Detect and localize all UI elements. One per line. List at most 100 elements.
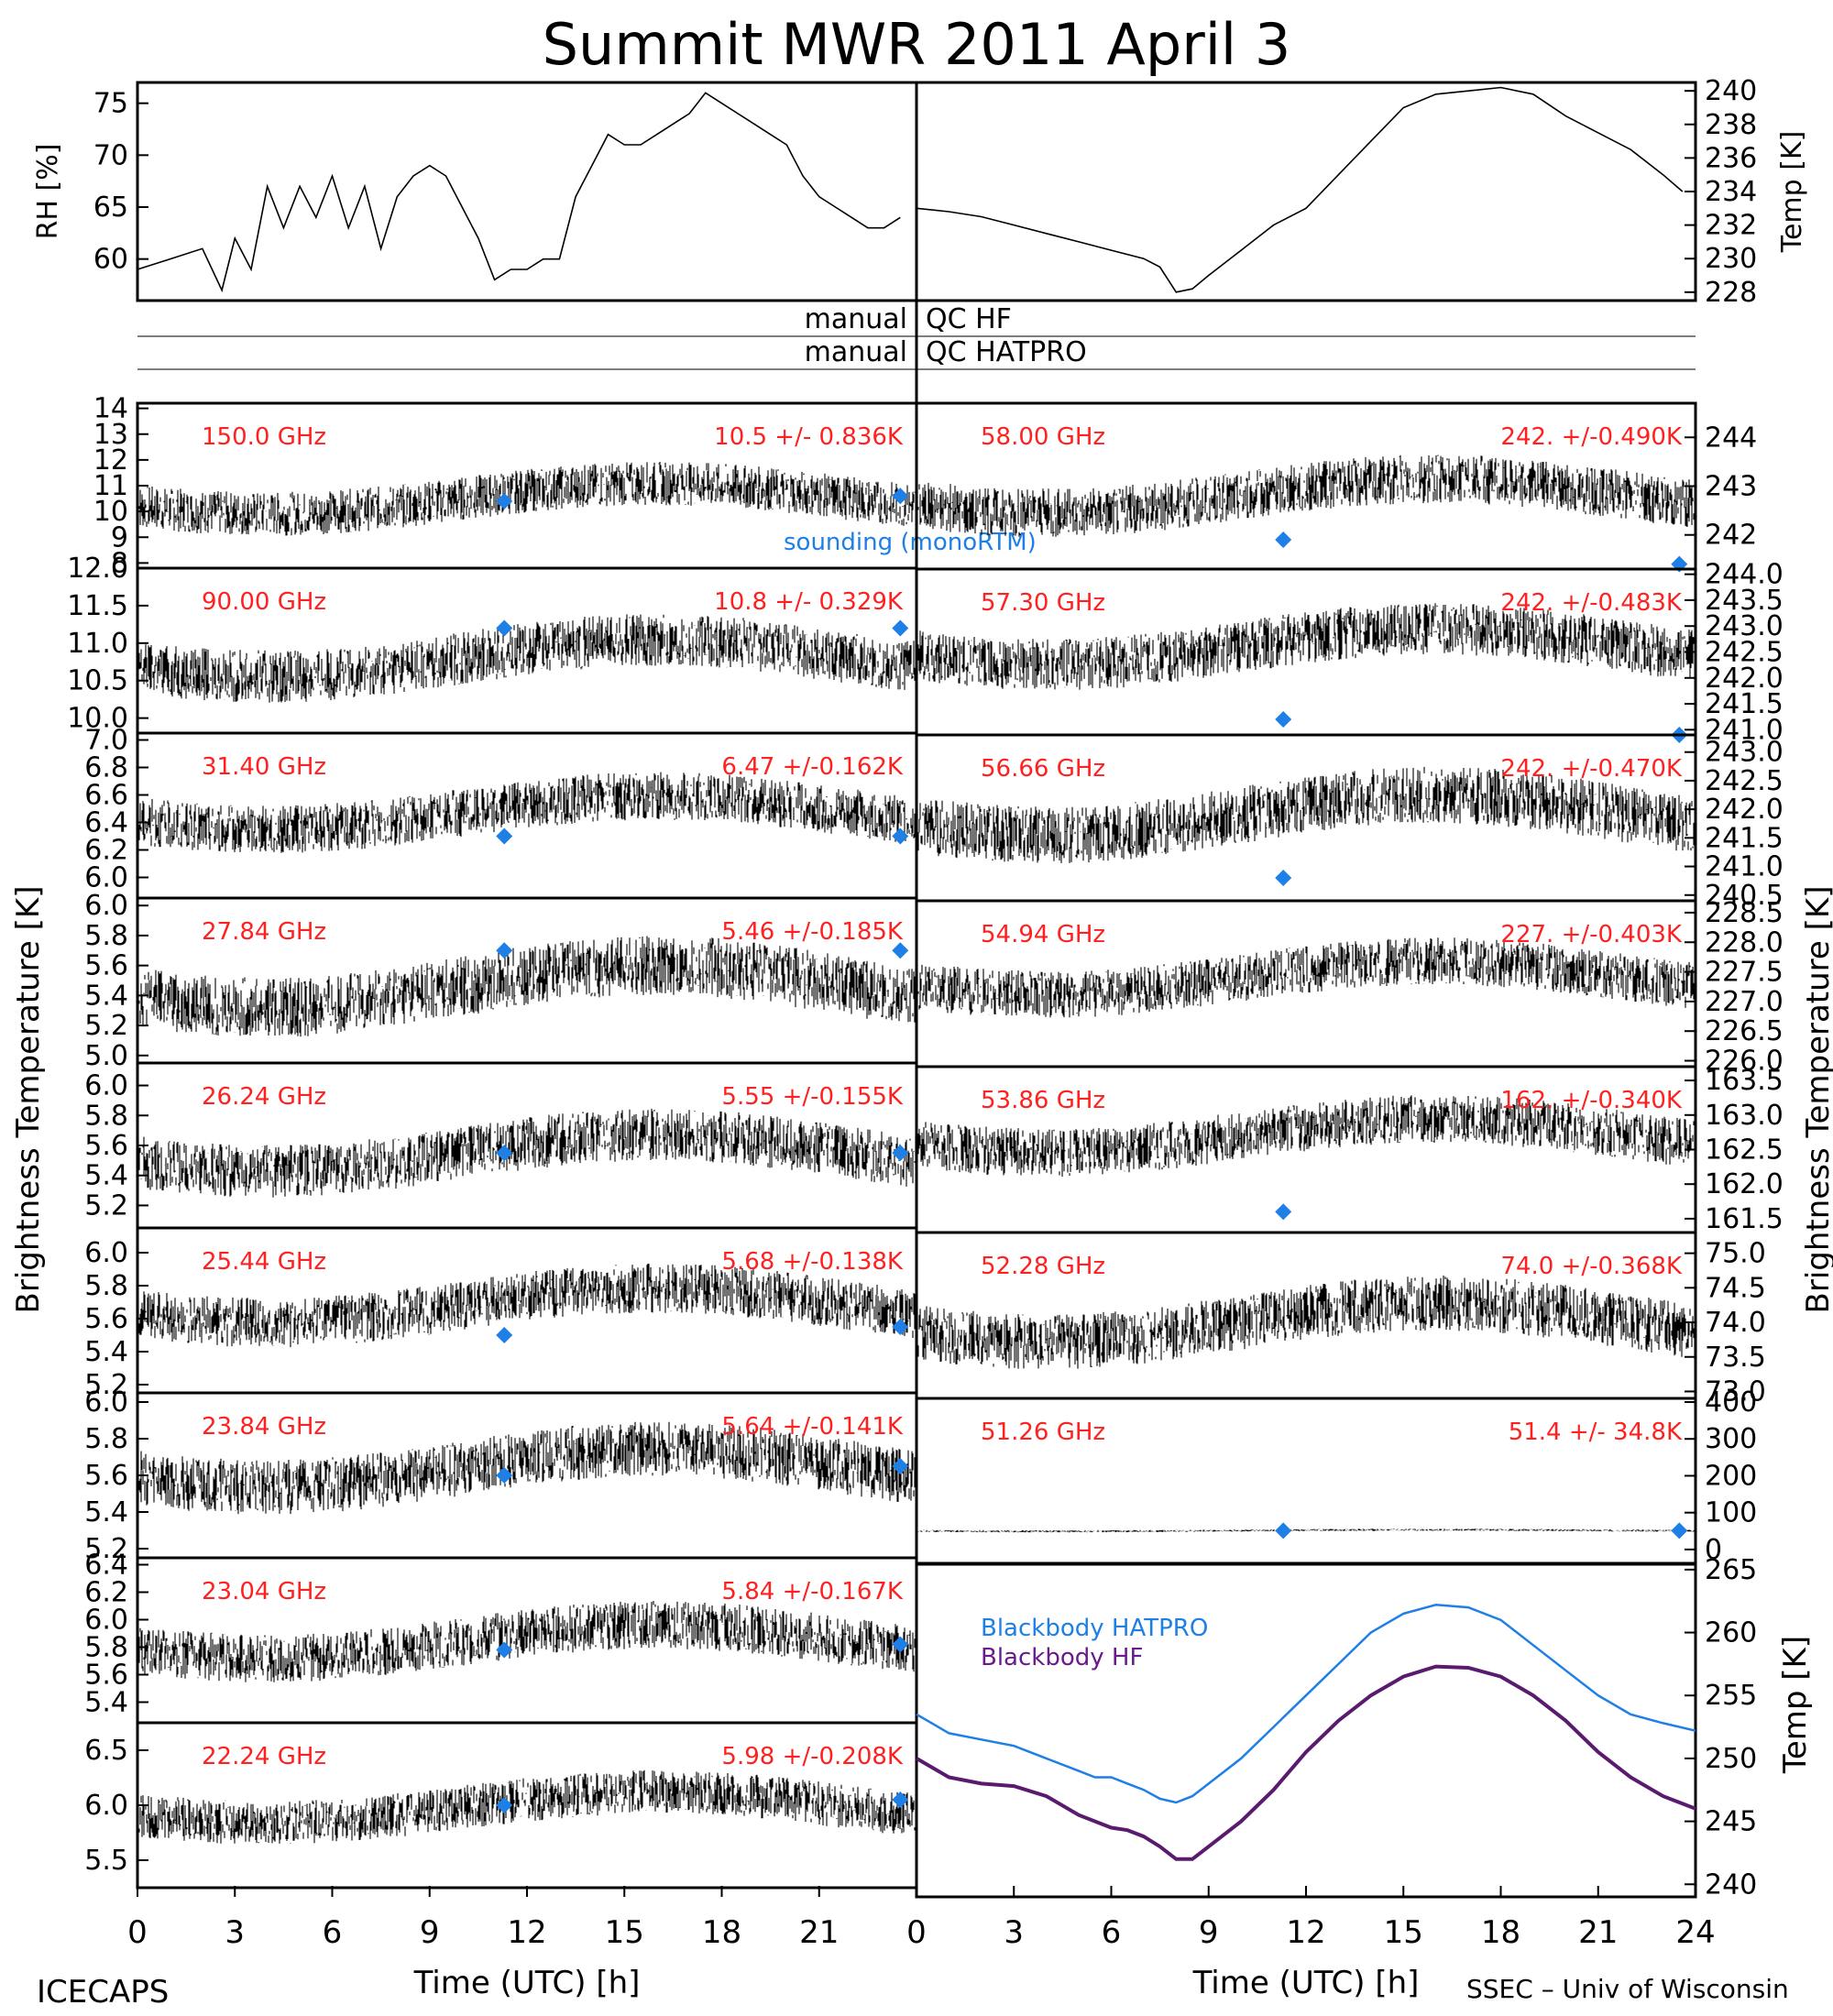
y-tick-label: 234 — [1705, 176, 1757, 208]
y-tick-label: 6.5 — [84, 1735, 128, 1767]
y-tick-label: 162.0 — [1705, 1168, 1784, 1200]
sounding-marker — [496, 1467, 513, 1484]
stat-label: 6.47 +/-0.162K — [721, 753, 904, 781]
y-tick-label: 5.2 — [84, 1189, 128, 1222]
y-tick-label: 228.0 — [1705, 926, 1784, 959]
brightness-series — [916, 1528, 1696, 1533]
sounding-marker — [892, 619, 909, 637]
y-tick-label: 11.0 — [67, 628, 128, 660]
stat-label: 242. +/-0.483K — [1500, 589, 1683, 617]
qc-hf-left-label: manual — [805, 303, 907, 335]
stat-label: 227. +/-0.403K — [1500, 921, 1683, 948]
y-tick-label: 241.0 — [1705, 714, 1784, 746]
y-tick-label: 232 — [1705, 210, 1757, 242]
qc-hatpro-right-label: QC HATPRO — [926, 336, 1087, 368]
frequency-label: 57.30 GHz — [981, 589, 1105, 617]
x-tick-label: 0 — [906, 1914, 927, 1951]
y-tick-label: 230 — [1705, 243, 1757, 275]
x-tick-label: 21 — [799, 1914, 839, 1951]
y-tick-label: 241.5 — [1705, 822, 1784, 854]
x-tick-label: 12 — [1286, 1914, 1325, 1951]
x-tick-label: 6 — [323, 1914, 343, 1951]
stat-label: 162. +/-0.340K — [1500, 1087, 1683, 1114]
y-tick-label: 5.6 — [84, 1460, 128, 1492]
frequency-label: 31.40 GHz — [202, 753, 326, 781]
y-tick-label: 228 — [1705, 277, 1757, 309]
temp-line — [916, 86, 1684, 293]
brightness-series — [916, 1275, 1696, 1369]
qc-hatpro-left-label: manual — [805, 336, 907, 368]
qc-hf-right-label: QC HF — [926, 303, 1012, 335]
brightness-series — [916, 455, 1696, 537]
y-tick-label: 0 — [1705, 1534, 1722, 1566]
y-tick-label: 250 — [1705, 1743, 1757, 1775]
footer-ssec: SSEC – Univ of Wisconsin — [1466, 1974, 1789, 2004]
y-tick-label: 243.5 — [1705, 585, 1784, 617]
y-tick-label: 300 — [1705, 1423, 1757, 1455]
y-tick-label: 242.5 — [1705, 765, 1784, 797]
y-tick-label: 6.0 — [84, 1605, 128, 1637]
y-tick-label: 6.0 — [84, 1237, 128, 1269]
sounding-marker — [892, 1145, 909, 1162]
brightness-series — [137, 1421, 916, 1515]
blackbody-hf-line — [915, 1664, 1696, 1861]
y-tick-label: 5.6 — [84, 1303, 128, 1335]
y-tick-label: 227.5 — [1705, 957, 1784, 989]
y-tick-label: 5.4 — [84, 1496, 128, 1528]
sounding-marker — [1275, 711, 1292, 729]
y-tick-label: 242.0 — [1705, 663, 1784, 695]
stat-label: 5.68 +/-0.138K — [721, 1248, 904, 1276]
brightness-series — [137, 462, 916, 536]
frequency-label: 51.26 GHz — [981, 1419, 1105, 1446]
rh-panel-frame — [136, 81, 918, 302]
stat-label: 5.46 +/-0.185K — [721, 918, 904, 946]
y-tick-label: 260 — [1705, 1617, 1757, 1649]
y-tick-label: 400 — [1705, 1386, 1757, 1419]
legend-blackbody-hf: Blackbody HF — [981, 1644, 1143, 1671]
y-tick-label: 60 — [93, 244, 128, 276]
stat-label: 242. +/-0.470K — [1500, 755, 1683, 783]
y-tick-label: 240 — [1705, 75, 1757, 107]
y-tick-label: 6.2 — [84, 1577, 128, 1609]
brightness-series — [137, 936, 916, 1037]
x-tick-label: 15 — [1384, 1914, 1423, 1951]
y-tick-label: 5.4 — [84, 980, 128, 1012]
blackbody-axis-ticks: 240 245 250 255 260 265 — [1685, 1554, 1757, 1901]
y-tick-label: 5.8 — [84, 1270, 128, 1302]
brightness-series — [137, 1263, 916, 1348]
frequency-label: 150.0 GHz — [202, 423, 326, 451]
blackbody-hatpro-line — [916, 1604, 1696, 1804]
y-tick-label: 13 — [93, 419, 128, 451]
frequency-label: 56.66 GHz — [981, 755, 1105, 783]
sounding-marker — [892, 827, 909, 845]
sounding-marker — [496, 827, 513, 845]
y-tick-label: 5.8 — [84, 920, 128, 952]
sounding-marker — [1275, 531, 1292, 549]
y-tick-label: 5.5 — [84, 1845, 128, 1877]
y-tick-label: 163.5 — [1705, 1065, 1784, 1097]
x-tick-label: 12 — [507, 1914, 546, 1951]
sounding-marker — [496, 1641, 513, 1659]
y-tick-label: 6.0 — [84, 890, 128, 922]
x-tick-label: 9 — [1199, 1914, 1219, 1951]
frequency-label: 58.00 GHz — [981, 423, 1105, 451]
brightness-series — [916, 937, 1696, 1018]
y-tick-label: 9 — [111, 521, 128, 553]
y-tick-label: 244 — [1705, 422, 1757, 454]
y-tick-label: 5.0 — [84, 1040, 128, 1072]
sounding-marker — [1275, 1203, 1292, 1221]
right-brightness-panels: 58.00 GHz 242. +/-0.490K 242 243 244 57.30 GH… — [915, 401, 1784, 1566]
y-tick-label: 10.0 — [67, 703, 128, 735]
sounding-marker — [892, 1791, 909, 1808]
frequency-label: 25.44 GHz — [202, 1248, 326, 1276]
stat-label: 5.84 +/-0.167K — [721, 1578, 904, 1605]
y-tick-label: 240 — [1705, 1868, 1757, 1901]
legend-blackbody-hatpro: Blackbody HATPRO — [981, 1615, 1208, 1642]
y-tick-label: 5.2 — [84, 1533, 128, 1565]
stat-label: 242. +/-0.490K — [1500, 423, 1683, 451]
y-tick-label: 226.5 — [1705, 1015, 1784, 1047]
y-tick-label: 163.0 — [1705, 1100, 1784, 1132]
y-tick-label: 5.2 — [84, 1010, 128, 1042]
sounding-marker — [496, 492, 513, 509]
